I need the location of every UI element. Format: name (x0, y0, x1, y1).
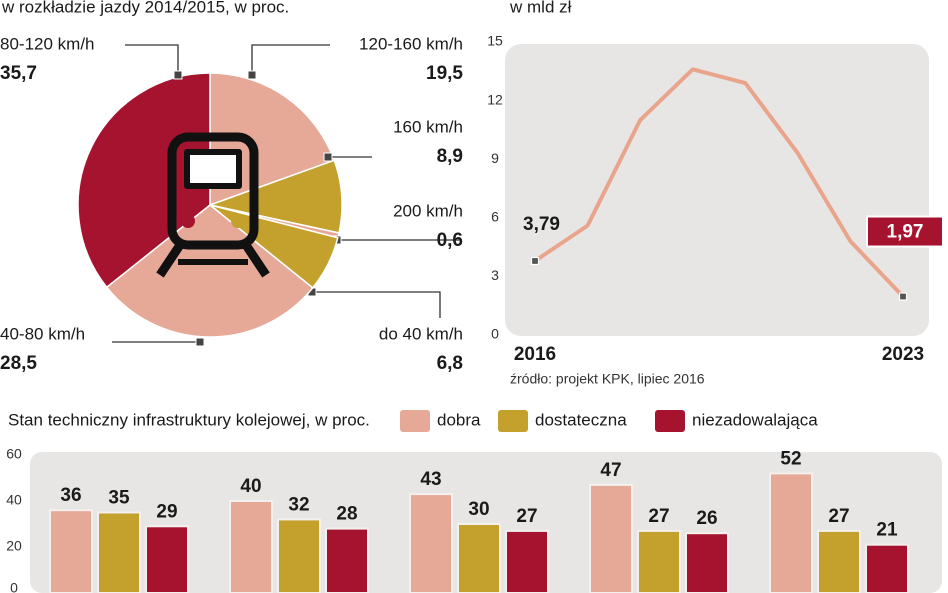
bar (277, 518, 321, 593)
point-marker (530, 256, 540, 266)
y-tick-label: 12 (487, 91, 503, 107)
bar (865, 543, 909, 593)
value-label: 3,79 (523, 214, 560, 235)
bar-value: 36 (60, 485, 81, 506)
bar-value: 27 (828, 506, 849, 527)
pie-slice (105, 204, 314, 338)
slice-label: do 40 km/h (379, 324, 463, 343)
bar-value: 26 (696, 508, 717, 529)
line-chart: 0 3 6 9 12 15 2016 2023 3,79 1,97 (487, 33, 944, 365)
legend-swatch (498, 410, 528, 432)
slice-value: 28,5 (0, 353, 37, 374)
slice-label: 120-160 km/h (359, 34, 463, 53)
leader-marker (247, 70, 257, 80)
slice-label: 80-120 km/h (0, 34, 95, 53)
source: źródło: projekt KPK, lipiec 2016 (510, 371, 705, 387)
slice-value: 8,9 (437, 146, 463, 167)
bar-value: 52 (780, 448, 801, 469)
value-label: 1,97 (887, 222, 924, 243)
train-icon (156, 132, 270, 278)
x-tick-label: 2023 (882, 344, 924, 365)
bar-value: 30 (468, 499, 489, 520)
y-tick-label: 15 (487, 33, 503, 49)
slice-value: 6,8 (437, 353, 463, 374)
bar (229, 500, 273, 593)
line-panel (505, 44, 929, 336)
bar (769, 472, 813, 593)
slice-label: 40-80 km/h (0, 324, 85, 343)
bar (589, 483, 633, 593)
train-rail (156, 242, 184, 278)
point-marker (898, 292, 908, 301)
leader-marker (195, 337, 205, 347)
bar-chart: 0 20 40 60 dobra dostateczna niezadowalająca 36… (6, 410, 909, 593)
legend-label: dostateczna (535, 410, 627, 429)
line-subtitle: w mld zł (509, 0, 572, 16)
legend-swatch (400, 410, 430, 432)
bar-value: 32 (288, 494, 309, 515)
slice-value: 35,7 (0, 63, 37, 84)
train-window (184, 149, 242, 189)
leader-marker (323, 152, 333, 162)
legend-label: dobra (437, 410, 481, 429)
line (533, 67, 905, 298)
bar-value: 21 (876, 520, 898, 541)
value-badge (866, 215, 944, 248)
y-tick-label: 60 (6, 446, 22, 462)
bar-value: 27 (516, 506, 537, 527)
bar-value: 43 (420, 469, 441, 490)
y-tick-label: 0 (10, 580, 18, 593)
pie: 120-160 km/h 19,5 160 km/h 8,9 200 km/h 0,6 do… (0, 34, 463, 374)
slice-value: 0,6 (437, 230, 463, 251)
bar-value: 35 (108, 488, 130, 509)
y-tick-label: 0 (491, 326, 499, 342)
bar (97, 511, 141, 593)
bar (145, 525, 189, 593)
train-body (167, 132, 259, 250)
y-tick-label: 6 (491, 209, 499, 225)
y-tick-label: 9 (491, 150, 499, 166)
bar (49, 509, 93, 593)
legend-swatch (655, 410, 685, 432)
bar (409, 493, 453, 593)
bar-value: 40 (240, 476, 261, 497)
leader-line (125, 44, 179, 75)
y-tick-label: 40 (6, 492, 22, 508)
slice-label: 200 km/h (393, 201, 463, 220)
bar (685, 532, 729, 593)
bar-value: 29 (156, 501, 177, 522)
bar-value: 47 (600, 460, 621, 481)
slice-label: 160 km/h (393, 117, 463, 136)
leader-line (312, 291, 441, 318)
x-tick-label: 2016 (514, 344, 556, 365)
pie-subtitle: w rozkładzie jazdy 2014/2015, w proc. (1, 0, 289, 16)
bar (817, 529, 861, 593)
y-tick-label: 3 (491, 267, 499, 283)
bar (505, 529, 549, 593)
bar (637, 529, 681, 593)
bar-title: Stan techniczny infrastruktury kolejowej… (8, 410, 370, 429)
train-rail (242, 242, 270, 278)
leader-line (251, 44, 330, 75)
slice-value: 19,5 (426, 63, 463, 84)
bar (457, 523, 501, 593)
leader-marker (173, 70, 183, 80)
bar (325, 527, 369, 593)
bar-value: 28 (336, 504, 357, 525)
bar-value: 27 (648, 506, 669, 527)
train-light (231, 214, 245, 228)
y-tick-label: 20 (6, 538, 22, 554)
legend-label: niezadowalająca (692, 410, 818, 429)
train-light (181, 214, 195, 228)
